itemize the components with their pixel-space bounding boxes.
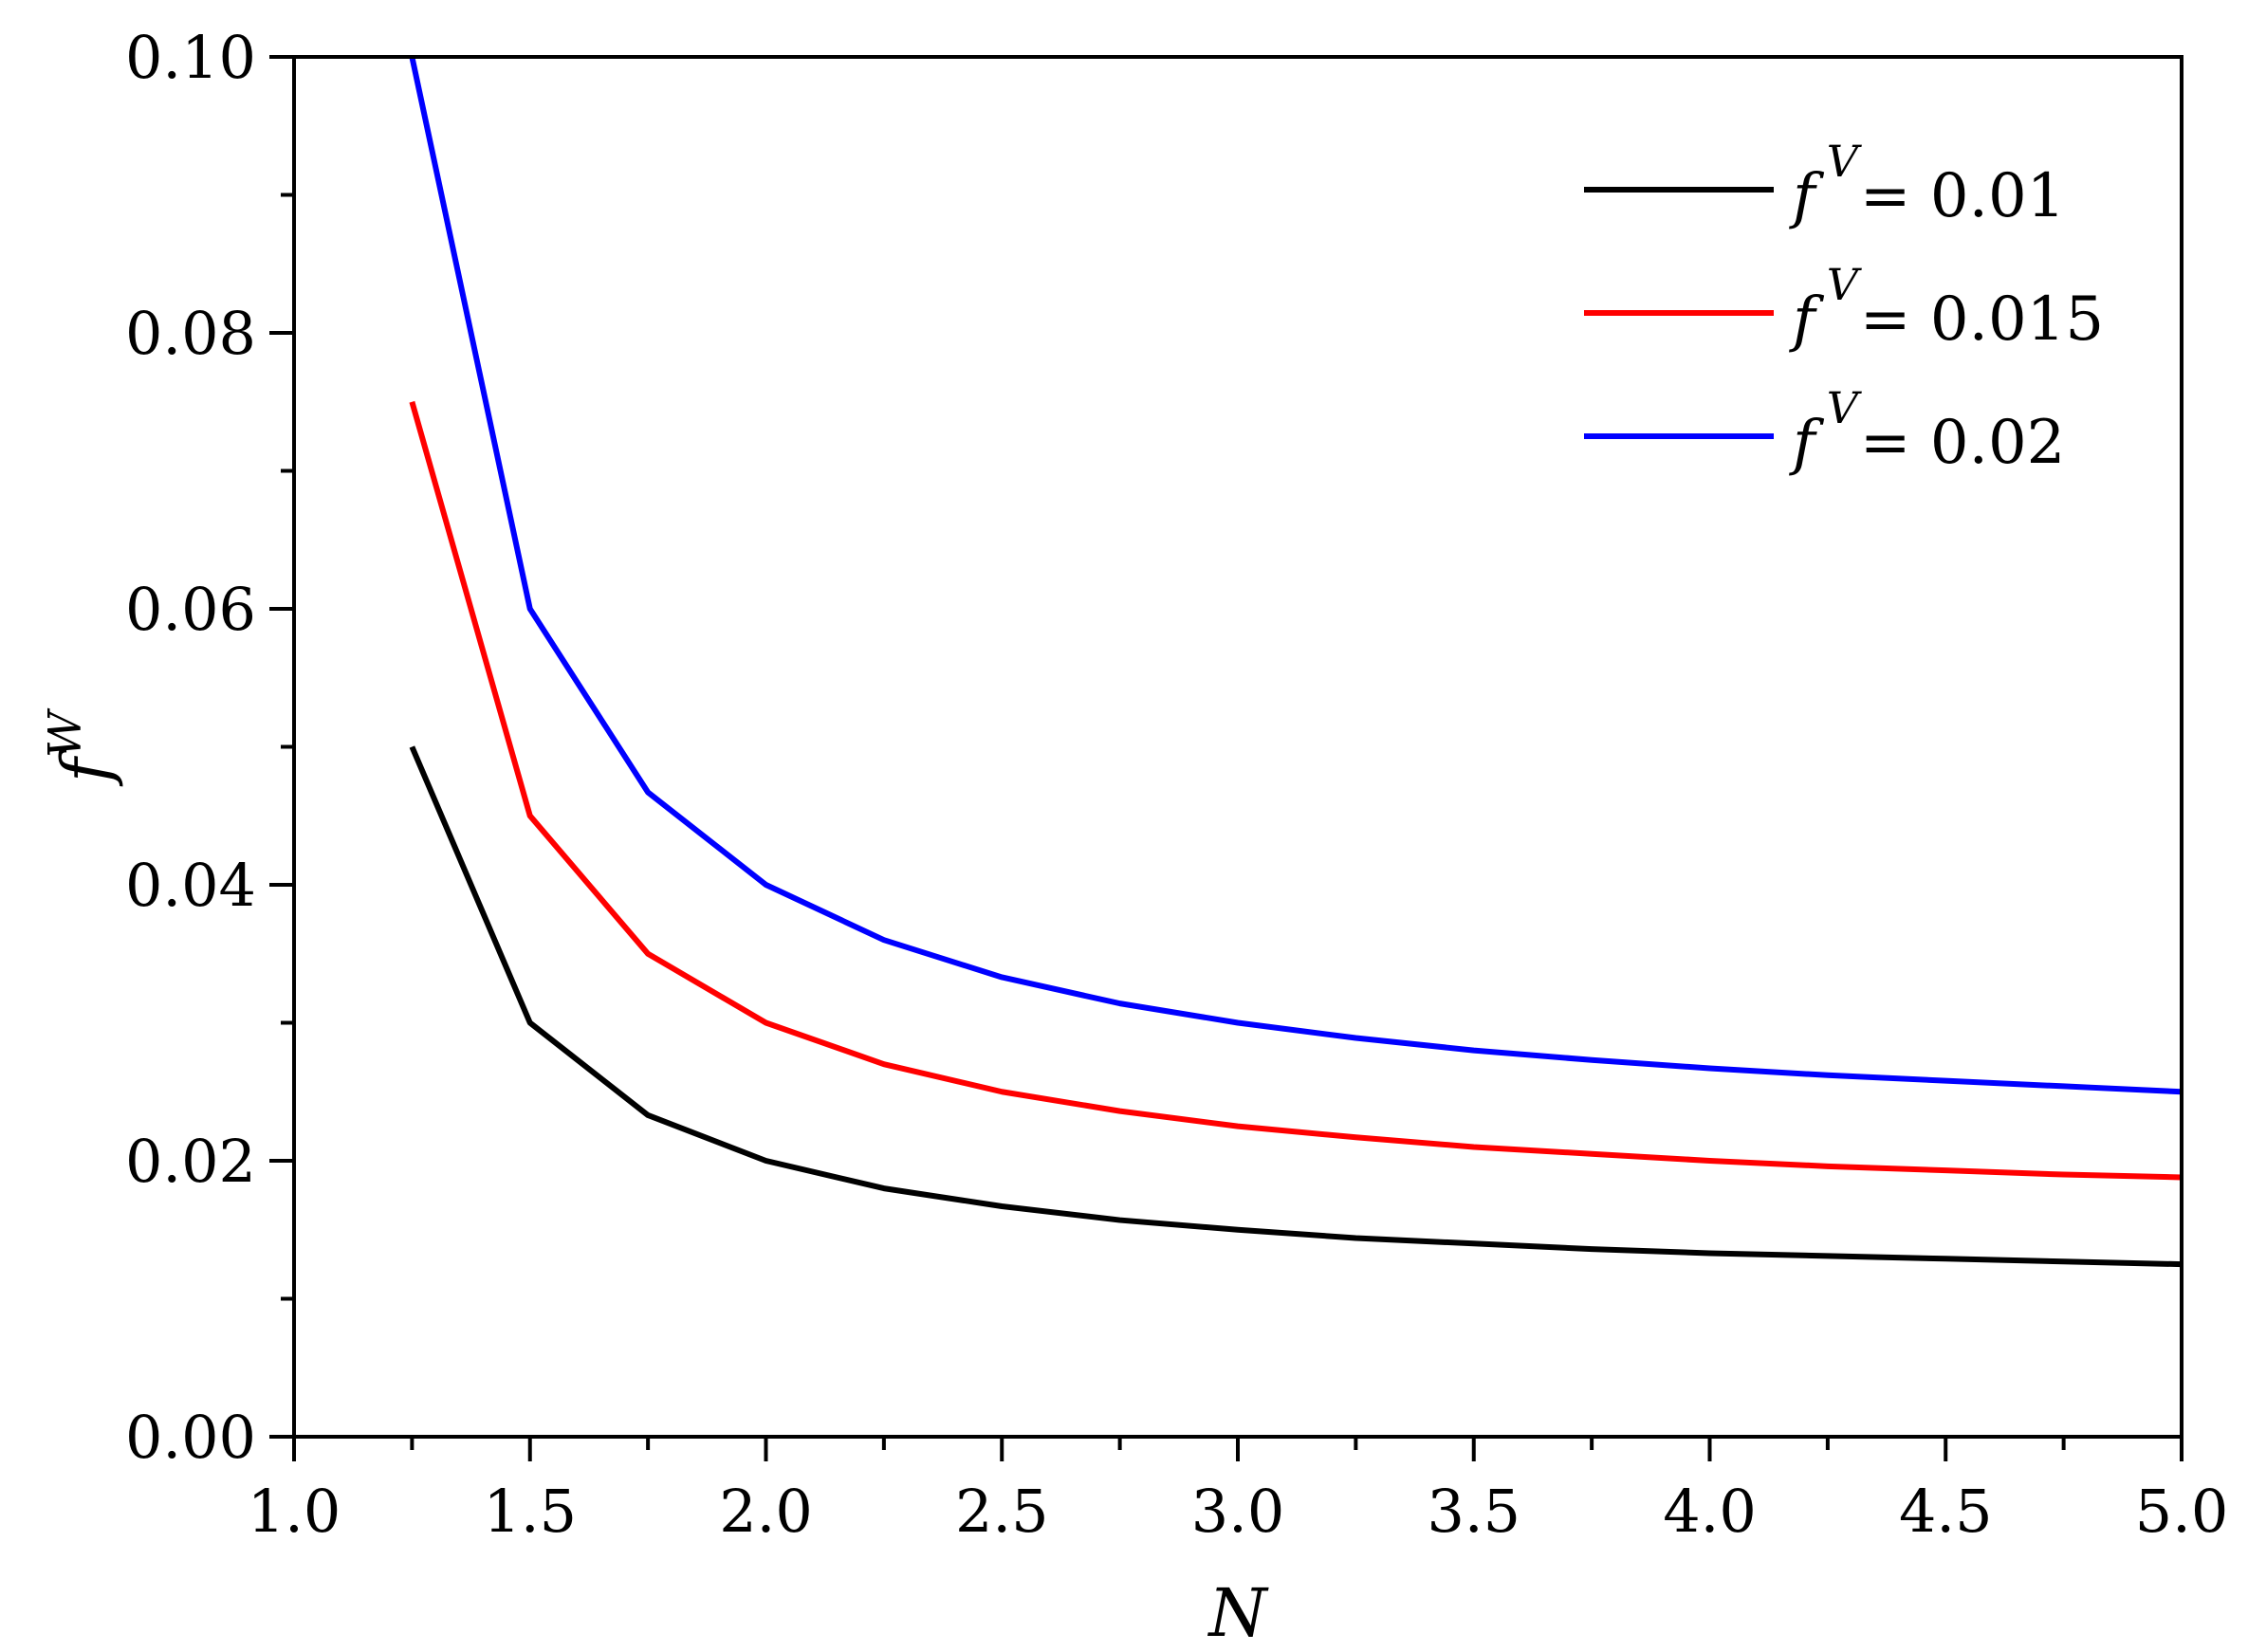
y-tick-label: 0.08: [125, 299, 256, 368]
legend-label: f V= 0.01: [1789, 136, 2065, 231]
ticks-layer: 1.0 1.5 2.0 2.5 3.0 3.5 4.0 4.5 5.0 0.00 0.02 0.04 0…: [125, 23, 2228, 1546]
series-line: [409, 56, 2183, 1095]
y-axis-title-superscript: W: [39, 707, 92, 758]
x-tick-label: 2.0: [719, 1477, 813, 1546]
x-tick-label: 2.5: [955, 1477, 1049, 1546]
series-layer: [409, 56, 2183, 1268]
series-line: [409, 400, 2183, 1181]
svg-text:fW: fW: [39, 707, 125, 787]
legend-label: f V= 0.015: [1789, 259, 2104, 355]
x-tick-label: 5.0: [2135, 1477, 2229, 1546]
y-axis-title: fW: [39, 707, 125, 787]
y-tick-label: 0.06: [125, 575, 256, 644]
x-axis-title: N: [1207, 1574, 1269, 1652]
legend: f V= 0.01 f V= 0.015 f V= 0.02: [1584, 136, 2104, 478]
y-tick-label: 0.10: [125, 23, 256, 92]
x-tick-label: 1.0: [248, 1477, 341, 1546]
plot-frame: [292, 55, 2184, 1439]
legend-label: f V= 0.02: [1789, 382, 2065, 478]
series-line: [409, 745, 2183, 1268]
y-tick-label: 0.02: [125, 1127, 256, 1196]
x-tick-label: 3.5: [1427, 1477, 1520, 1546]
y-tick-label: 0.04: [125, 851, 256, 920]
x-tick-label: 4.0: [1663, 1477, 1757, 1546]
x-tick-label: 1.5: [483, 1477, 577, 1546]
y-tick-label: 0.00: [125, 1403, 256, 1472]
x-tick-label: 4.5: [1899, 1477, 1993, 1546]
x-tick-label: 3.0: [1191, 1477, 1285, 1546]
